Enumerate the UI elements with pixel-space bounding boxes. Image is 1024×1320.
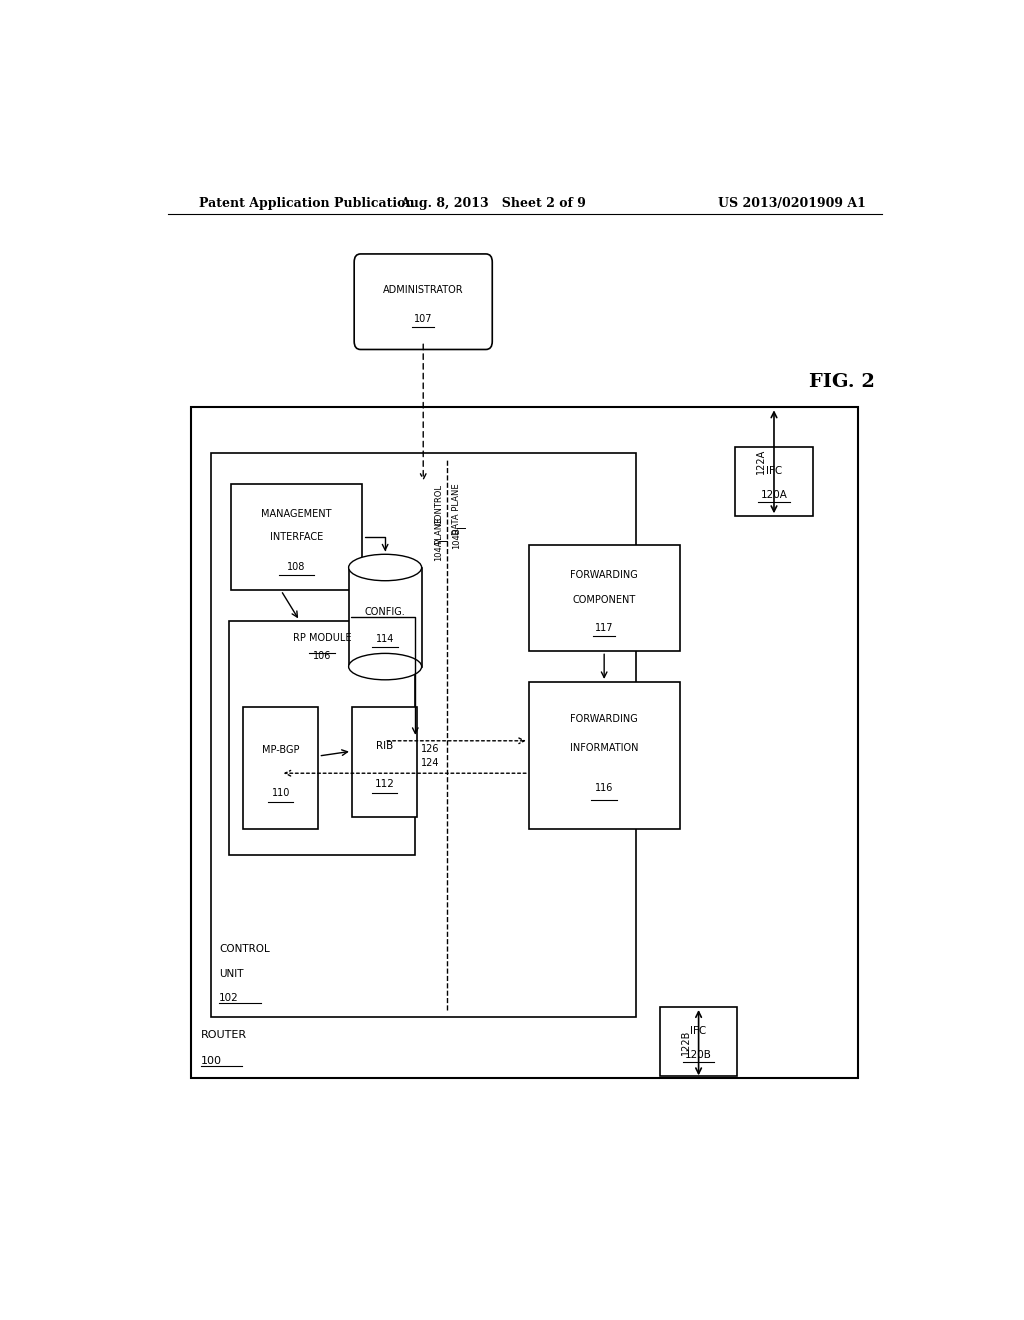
Text: 122A: 122A — [756, 449, 766, 474]
Text: MP-BGP: MP-BGP — [262, 744, 299, 755]
Text: FIG. 2: FIG. 2 — [809, 374, 876, 391]
Bar — [191, 408, 858, 1078]
Text: Aug. 8, 2013   Sheet 2 of 9: Aug. 8, 2013 Sheet 2 of 9 — [400, 197, 586, 210]
Text: IFC: IFC — [766, 466, 782, 477]
Text: 126: 126 — [421, 744, 439, 754]
Text: 114: 114 — [376, 634, 394, 644]
Text: 116: 116 — [595, 783, 613, 793]
Text: Patent Application Publication: Patent Application Publication — [200, 197, 415, 210]
Text: CONFIG.: CONFIG. — [365, 607, 406, 616]
Text: 120B: 120B — [685, 1051, 712, 1060]
Text: IFC: IFC — [690, 1026, 707, 1036]
Text: 117: 117 — [595, 623, 613, 632]
Text: 106: 106 — [313, 651, 331, 661]
Text: 112: 112 — [375, 779, 394, 789]
Text: 100: 100 — [201, 1056, 222, 1067]
Text: 108: 108 — [288, 562, 306, 572]
Text: ADMINISTRATOR: ADMINISTRATOR — [383, 285, 464, 294]
Bar — [528, 682, 680, 829]
Text: FORWARDING: FORWARDING — [570, 569, 638, 579]
Text: 120A: 120A — [761, 491, 787, 500]
Ellipse shape — [348, 653, 422, 680]
Text: INFORMATION: INFORMATION — [570, 743, 638, 754]
Text: RP MODULE: RP MODULE — [293, 634, 351, 643]
Text: UNIT: UNIT — [219, 969, 244, 978]
Text: FORWARDING: FORWARDING — [570, 714, 638, 723]
Bar — [231, 483, 362, 590]
Text: US 2013/0201909 A1: US 2013/0201909 A1 — [718, 197, 866, 210]
Text: INTERFACE: INTERFACE — [270, 532, 324, 543]
Text: 104B: 104B — [453, 528, 462, 549]
FancyBboxPatch shape — [354, 253, 493, 350]
Bar — [528, 545, 680, 651]
Bar — [735, 447, 813, 516]
Text: 102: 102 — [219, 993, 239, 1003]
Text: 122B: 122B — [681, 1030, 690, 1056]
Text: ROUTER: ROUTER — [201, 1030, 247, 1040]
Text: 107: 107 — [414, 314, 432, 325]
Bar — [659, 1007, 737, 1076]
Text: CONTROL: CONTROL — [434, 483, 443, 524]
Bar — [243, 708, 318, 829]
Text: RIB: RIB — [376, 741, 393, 751]
Bar — [348, 568, 422, 667]
Text: CONTROL: CONTROL — [219, 944, 270, 954]
Text: 110: 110 — [271, 788, 290, 797]
Text: DATA PLANE: DATA PLANE — [453, 483, 462, 536]
Bar — [211, 453, 636, 1018]
Text: COMPONENT: COMPONENT — [572, 595, 636, 605]
Ellipse shape — [348, 554, 422, 581]
Bar — [352, 708, 417, 817]
Text: MANAGEMENT: MANAGEMENT — [261, 508, 332, 519]
Text: PLANE: PLANE — [434, 516, 443, 544]
Text: 104A: 104A — [434, 540, 443, 561]
Text: 124: 124 — [421, 758, 439, 768]
Bar — [228, 620, 416, 854]
